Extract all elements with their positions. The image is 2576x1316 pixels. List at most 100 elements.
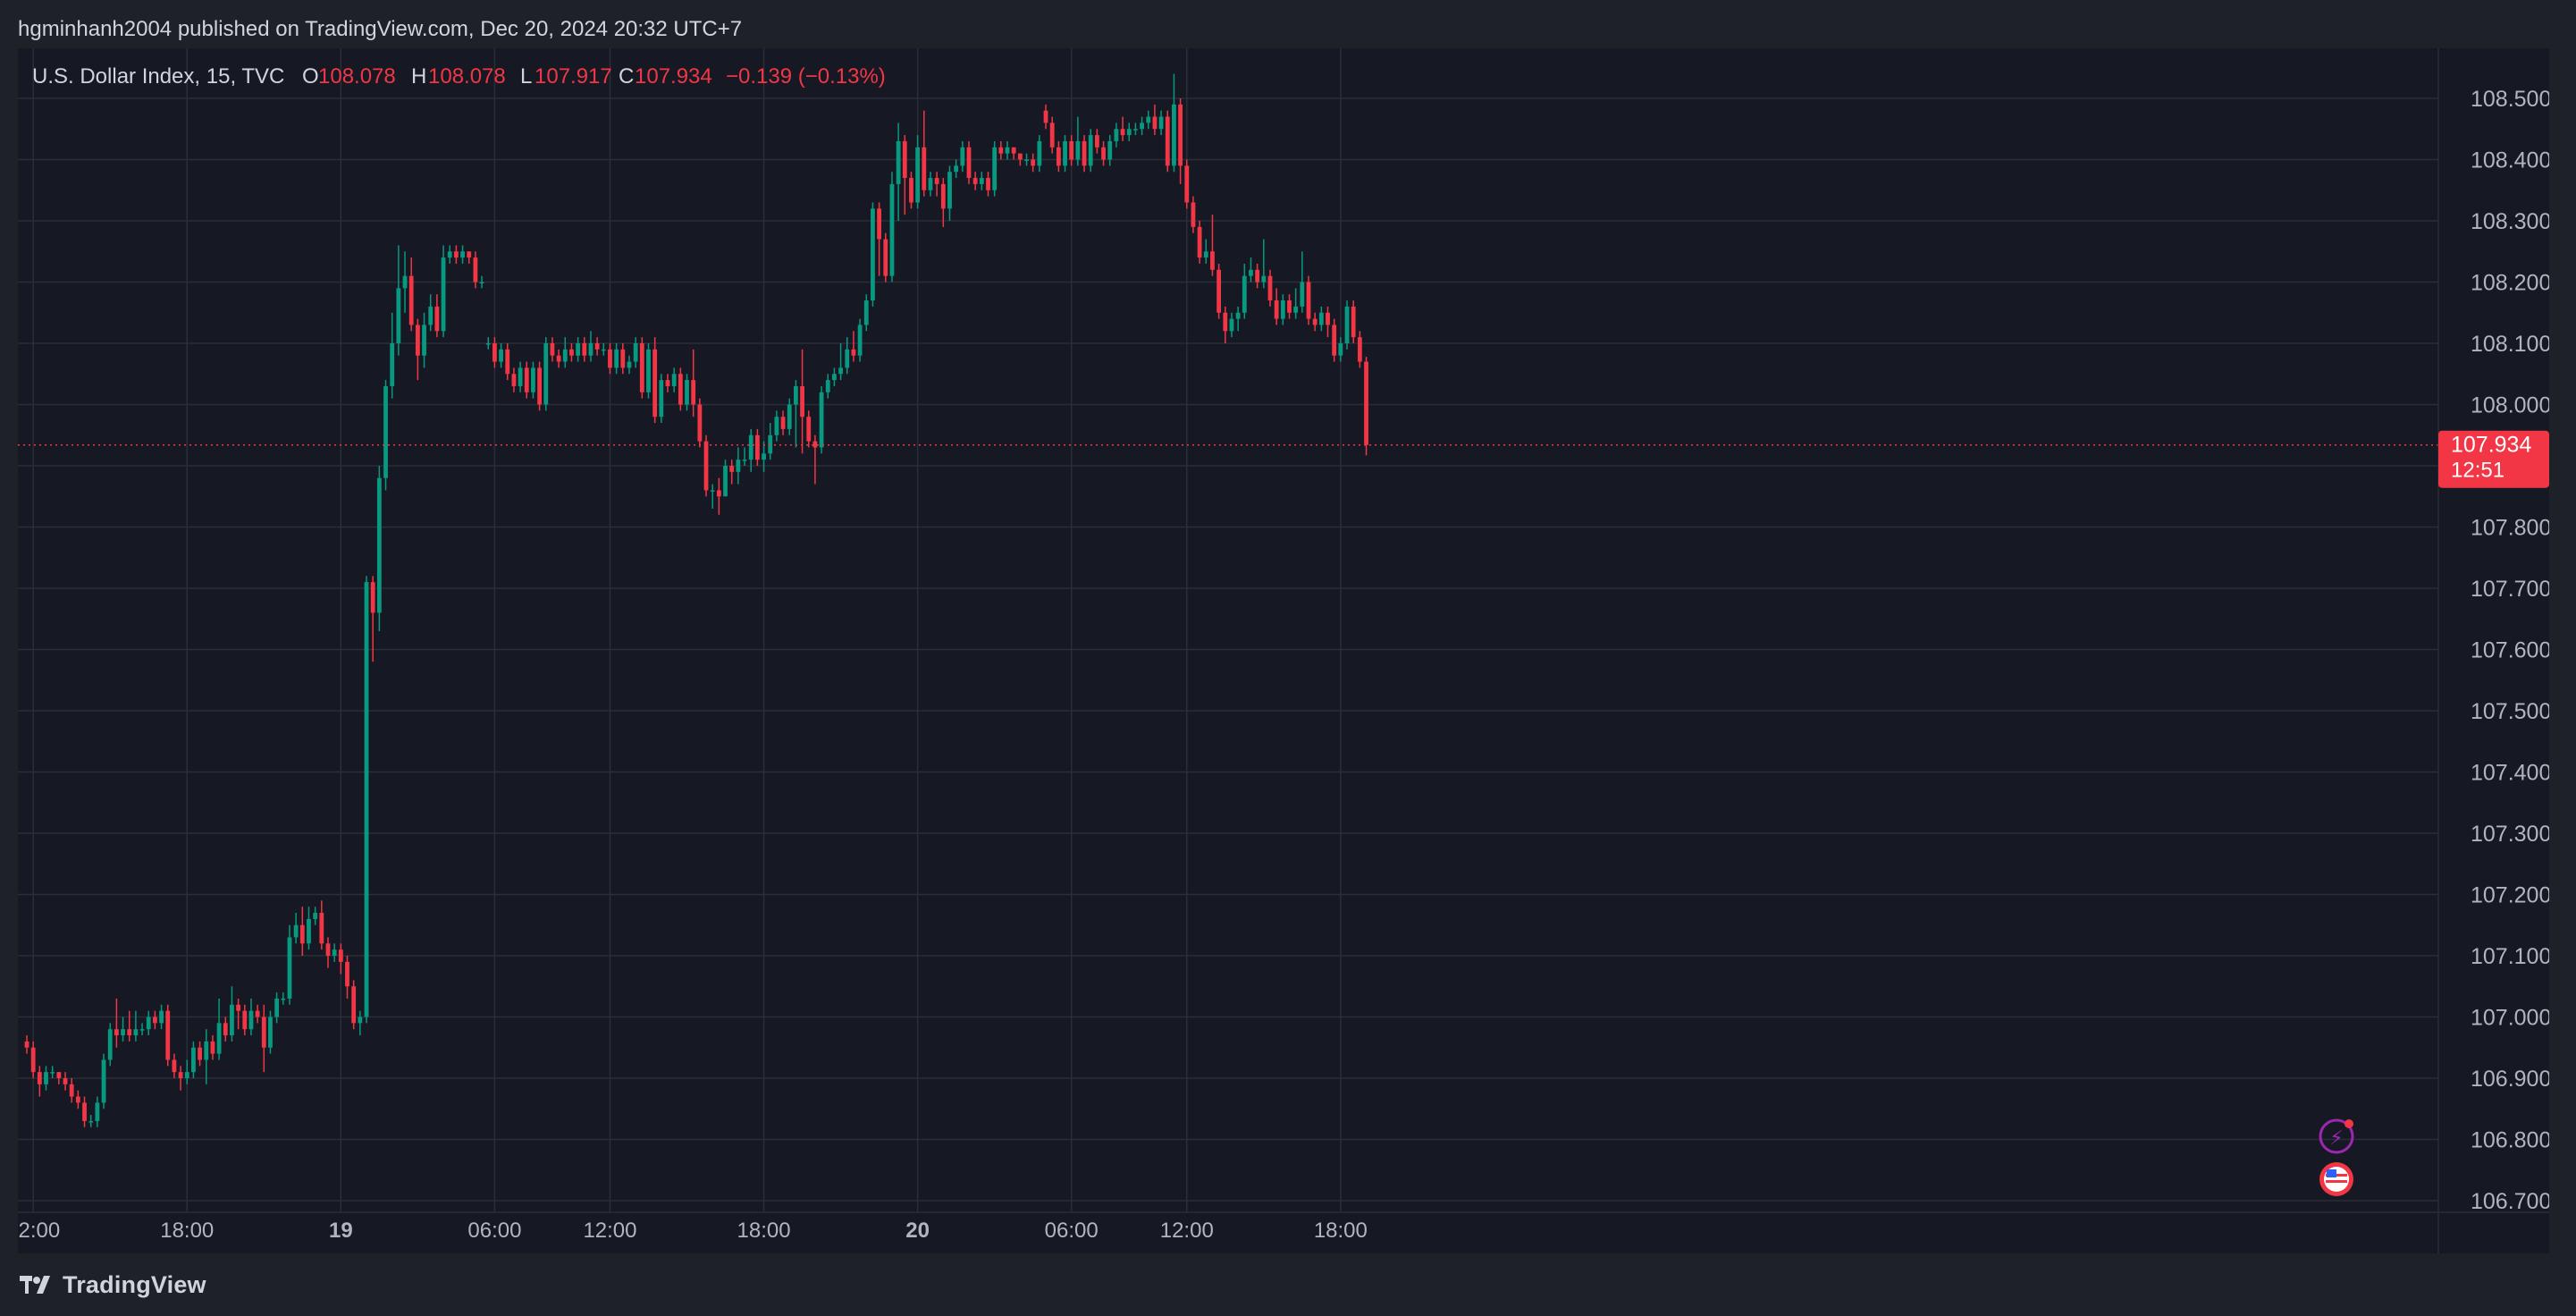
us-flag-event-icon[interactable] — [2319, 1162, 2353, 1196]
grid-lines — [18, 48, 2549, 1253]
candle-body — [594, 343, 600, 350]
candle — [153, 1010, 157, 1030]
candle-body — [562, 349, 568, 362]
candle — [1203, 239, 1208, 264]
candle-body — [69, 1084, 74, 1097]
candle-body — [204, 1041, 209, 1060]
candle — [428, 294, 434, 332]
candle-body — [1165, 116, 1170, 166]
candle — [511, 367, 517, 392]
candle — [1344, 300, 1350, 350]
candle — [998, 140, 1004, 160]
candle-body — [88, 1120, 94, 1123]
candle — [63, 1072, 68, 1091]
candle-body — [1293, 306, 1299, 313]
candle-body — [511, 374, 517, 386]
candle-body — [762, 453, 766, 460]
candle — [121, 1017, 125, 1042]
candle-body — [1223, 312, 1228, 332]
time-tick-label: 18:00 — [737, 1219, 791, 1243]
candle — [159, 1004, 164, 1030]
candle-body — [1075, 140, 1081, 160]
candle-body — [121, 1029, 125, 1036]
candle-body — [845, 349, 850, 368]
candle — [665, 374, 670, 392]
footer: TradingView — [18, 1262, 206, 1307]
candle-body — [146, 1017, 151, 1030]
price-tick-label: 107.400 — [2471, 761, 2549, 786]
candle-body — [50, 1072, 55, 1074]
candle — [95, 1096, 100, 1127]
candle-body — [1107, 140, 1113, 160]
candle-body — [877, 208, 882, 240]
candle — [1152, 104, 1158, 136]
time-tick-label: 06:00 — [1045, 1219, 1099, 1243]
time-axis[interactable]: 12:00 18:00 19 06:00 12:00 18:00 20 06:00 12:00 1… — [18, 1211, 2549, 1243]
tradingview-wordmark[interactable]: TradingView — [63, 1270, 206, 1298]
candle-body — [1158, 116, 1164, 130]
candle-body — [332, 949, 337, 956]
candle — [877, 202, 882, 276]
candle — [281, 992, 286, 1005]
candle-body — [95, 1102, 100, 1121]
candle-body — [812, 441, 818, 448]
candle — [178, 1066, 183, 1091]
candle — [1017, 153, 1023, 166]
candle — [838, 343, 843, 381]
candle — [710, 484, 715, 509]
candle — [313, 907, 318, 925]
candle-body — [44, 1072, 48, 1084]
event-markers[interactable]: ⚡ — [2319, 1118, 2354, 1196]
candle-body — [986, 178, 990, 190]
candle-body — [992, 147, 998, 190]
candle-body — [172, 1059, 177, 1073]
candle — [198, 1041, 202, 1067]
candle — [1242, 263, 1247, 319]
candle-body — [1326, 312, 1330, 325]
candle-body — [107, 1029, 113, 1060]
candle-body — [1063, 140, 1067, 166]
candle — [505, 343, 510, 381]
candle — [588, 331, 593, 362]
candle — [319, 900, 324, 950]
candle-body — [1242, 275, 1247, 313]
candle — [1165, 110, 1170, 173]
candle-body — [30, 1047, 36, 1073]
price-tick-label: 108.500 — [2471, 87, 2549, 112]
candle — [902, 135, 907, 215]
candle-body — [1178, 104, 1183, 166]
candle-body — [499, 349, 503, 362]
candle — [883, 232, 888, 283]
candle-body — [1229, 318, 1234, 332]
candle — [492, 337, 497, 368]
candle — [44, 1066, 48, 1091]
candle — [473, 251, 478, 289]
candle-body — [1300, 282, 1305, 307]
candle-body — [287, 937, 292, 999]
candle — [1326, 306, 1330, 338]
candlestick-chart[interactable]: 108.500 108.400 108.300 108.200 108.100 108.0… — [18, 48, 2549, 1253]
candle — [1063, 135, 1067, 173]
lightning-event-icon[interactable]: ⚡ — [2319, 1118, 2354, 1154]
candle-body — [966, 147, 972, 179]
candle — [979, 172, 984, 190]
candle — [88, 1115, 94, 1127]
legend-change-value: −0.139 (−0.13%) — [726, 64, 886, 89]
price-tick-label: 106.700 — [2471, 1189, 2549, 1214]
candle-body — [210, 1041, 215, 1054]
candle — [774, 410, 779, 442]
price-tick-label: 106.900 — [2471, 1067, 2549, 1092]
candle-body — [313, 913, 318, 919]
candle — [794, 380, 798, 448]
chart-panel[interactable]: 108.500 108.400 108.300 108.200 108.100 108.0… — [18, 48, 2549, 1253]
candle-body — [1274, 300, 1279, 319]
tradingview-logo-icon[interactable] — [18, 1274, 54, 1295]
candle — [69, 1078, 74, 1103]
candle — [325, 937, 331, 968]
candle-body — [800, 385, 804, 418]
candle — [762, 441, 766, 472]
candle — [639, 337, 644, 399]
candle-body — [1255, 269, 1260, 283]
candle — [1216, 263, 1222, 319]
candle — [800, 349, 804, 454]
